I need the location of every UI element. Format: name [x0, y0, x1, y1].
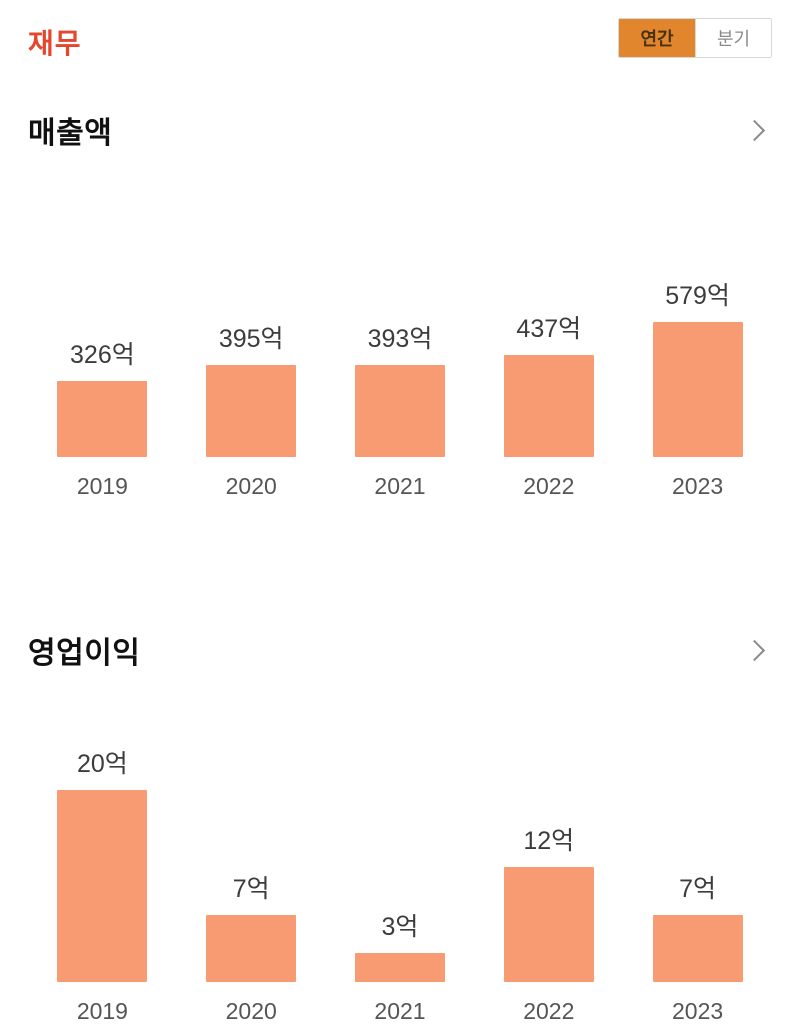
bar-year-label: 2022: [523, 473, 575, 499]
bar: [206, 915, 297, 982]
page-header: 재무 연간 분기: [28, 16, 772, 76]
bar: [57, 381, 148, 457]
bar-column: 395억 2020: [177, 272, 326, 500]
bar: [503, 867, 594, 982]
bar-column: 12억 2022: [474, 738, 623, 1025]
period-toggle: 연간 분기: [618, 18, 772, 58]
bar-value-label: 395억: [218, 325, 284, 353]
bar-value-label: 7억: [232, 875, 270, 903]
bar-value-label: 12억: [523, 827, 575, 855]
operating-profit-section-header[interactable]: 영업이익: [28, 628, 772, 672]
bar-year-label: 2022: [523, 998, 575, 1024]
bar: [354, 953, 445, 982]
toggle-annual-button[interactable]: 연간: [619, 19, 695, 57]
bar: [57, 790, 148, 982]
revenue-bar-chart: 326억 2019 395억 2020 393억 2021 437억 2022 579억 2023: [28, 272, 772, 500]
bar-stack: 7억: [177, 738, 326, 982]
bar-value-label: 579억: [665, 282, 730, 310]
bar-column: 3억 2021: [326, 738, 475, 1025]
bar-value-label: 7억: [679, 875, 717, 903]
bar-column: 579억 2023: [623, 272, 772, 500]
revenue-section-header[interactable]: 매출액: [28, 108, 772, 152]
bar-stack: 393억: [326, 272, 475, 457]
page-title: 재무: [28, 28, 82, 59]
bar-year-label: 2020: [225, 998, 277, 1024]
bar: [503, 355, 594, 457]
bar-value-label: 393억: [367, 325, 433, 353]
chevron-right-icon[interactable]: [743, 639, 766, 661]
bar-year-label: 2020: [225, 473, 277, 499]
operating-profit-bar-chart: 20억 2019 7억 2020 3억 2021 12억 2022 7억 2023: [28, 738, 772, 1025]
bar-year-label: 2023: [672, 998, 724, 1024]
bar-column: 437억 2022: [474, 272, 623, 500]
bar-stack: 326억: [28, 272, 177, 457]
bar-stack: 12억: [474, 738, 623, 982]
bar-stack: 20억: [28, 738, 177, 982]
bar-stack: 395억: [177, 272, 326, 457]
bar-stack: 7억: [623, 738, 772, 982]
chevron-right-icon[interactable]: [743, 119, 766, 141]
bar-stack: 437억: [474, 272, 623, 457]
bar-column: 326억 2019: [28, 272, 177, 500]
bar-year-label: 2023: [672, 473, 724, 499]
bar-column: 20억 2019: [28, 738, 177, 1025]
bar: [652, 322, 743, 457]
bar-stack: 3억: [326, 738, 475, 982]
bar-value-label: 326억: [70, 341, 135, 369]
toggle-quarterly-button[interactable]: 분기: [695, 19, 771, 57]
bar-stack: 579억: [623, 272, 772, 457]
bar-column: 7억 2023: [623, 738, 772, 1025]
bar-year-label: 2019: [76, 473, 128, 499]
bar-value-label: 3억: [381, 913, 419, 941]
revenue-section-title: 매출액: [28, 117, 113, 150]
bar-column: 393억 2021: [326, 272, 475, 500]
operating-profit-section-title: 영업이익: [28, 637, 141, 670]
bar-year-label: 2019: [76, 998, 128, 1024]
bar-column: 7억 2020: [177, 738, 326, 1025]
bar-value-label: 437억: [516, 315, 582, 343]
bar: [354, 365, 445, 457]
bar: [652, 915, 743, 982]
bar: [206, 365, 297, 457]
bar-year-label: 2021: [374, 473, 426, 499]
bar-value-label: 20억: [76, 750, 128, 778]
bar-year-label: 2021: [374, 998, 426, 1024]
